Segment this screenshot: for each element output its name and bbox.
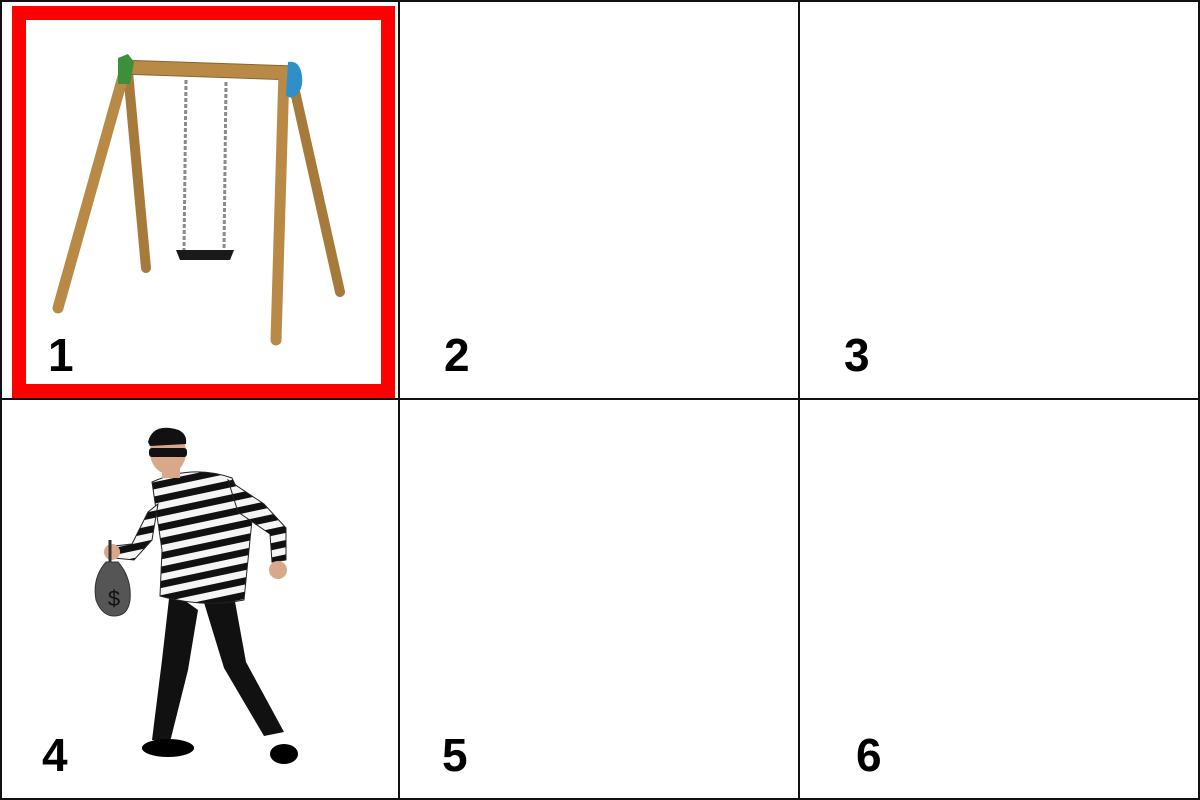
swing-set-picture — [52, 54, 345, 346]
burglar-picture: $ — [94, 427, 298, 764]
cell-number-5: 5 — [442, 729, 468, 781]
cell-number-2: 2 — [444, 329, 470, 381]
svg-text:$: $ — [108, 586, 120, 611]
cell-number-4: 4 — [42, 729, 68, 781]
grid-cell-5[interactable]: 5 — [400, 400, 800, 800]
grid-cell-2[interactable]: 2 — [400, 0, 800, 400]
cell-number-3: 3 — [844, 329, 870, 381]
grid-cell-6[interactable]: 6 — [800, 400, 1200, 800]
grid-cell-1[interactable]: 1 — [0, 0, 400, 400]
grid-cell-4[interactable]: $ 4 — [0, 400, 400, 800]
cell-number-6: 6 — [856, 729, 882, 781]
grid-cell-3[interactable]: 3 — [800, 0, 1200, 400]
cell-number-1: 1 — [48, 329, 74, 381]
